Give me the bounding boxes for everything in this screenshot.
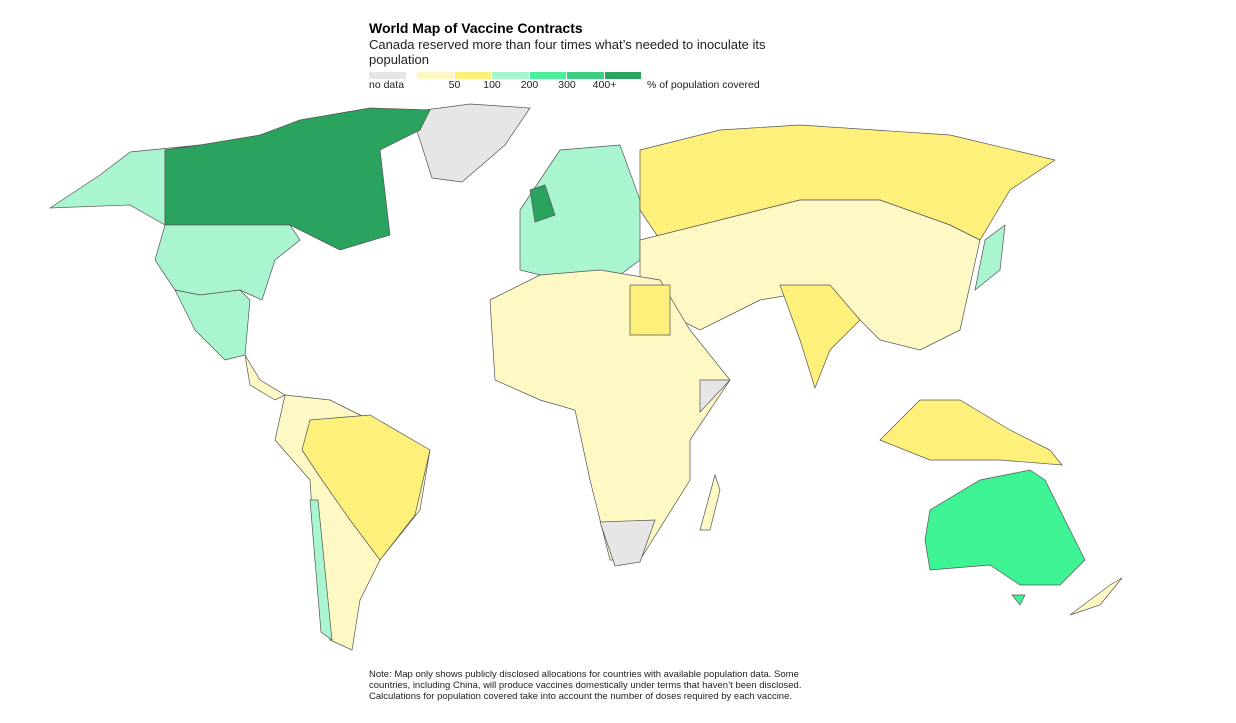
central-america [244,354,286,401]
legend-swatch [529,72,566,79]
legend-tick-label: 300 [558,79,576,91]
new-zealand [1069,577,1123,616]
no-data-label: no data [369,79,405,91]
legend: no data 50 100 200 300 400+ % of population co… [369,72,869,94]
south-africa [599,519,656,567]
chile [309,499,333,641]
india [779,284,861,390]
usa [154,224,301,301]
legend-swatch [492,72,529,79]
africa [489,269,731,561]
uk [529,184,556,223]
note: Note: Map only shows publicly disclosed … [369,669,802,702]
legend-unit: % of population covered [647,79,760,91]
legend-swatch [454,72,491,79]
legend-swatch [417,72,454,79]
greenland [409,103,531,183]
australia [924,469,1086,586]
no-data-swatch [369,72,406,79]
brazil [301,414,431,561]
mexico [174,289,251,361]
legend-swatch [567,72,604,79]
indonesia [879,399,1063,466]
legend-tick-label: 100 [483,79,501,91]
legend-tick-label: 400+ [592,79,617,91]
horn-of-africa [699,379,731,413]
title: World Map of Vaccine Contracts [369,20,583,36]
subtitle: Canada reserved more than four times wha… [369,37,766,67]
legend-tick-label: 200 [520,79,539,91]
legend-swatch [604,72,641,79]
egypt [629,284,671,336]
asia [639,199,981,351]
legend-tick-label: 50 [448,79,461,91]
japan [974,224,1006,291]
tasmania [1011,594,1026,606]
madagascar [699,473,721,531]
